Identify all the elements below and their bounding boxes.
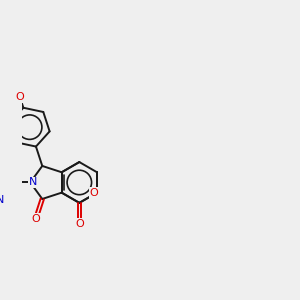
Text: O: O [31, 214, 40, 224]
Text: O: O [90, 188, 99, 198]
Text: O: O [16, 92, 24, 102]
Text: N: N [0, 195, 4, 205]
Text: O: O [75, 219, 84, 229]
Text: N: N [29, 178, 37, 188]
